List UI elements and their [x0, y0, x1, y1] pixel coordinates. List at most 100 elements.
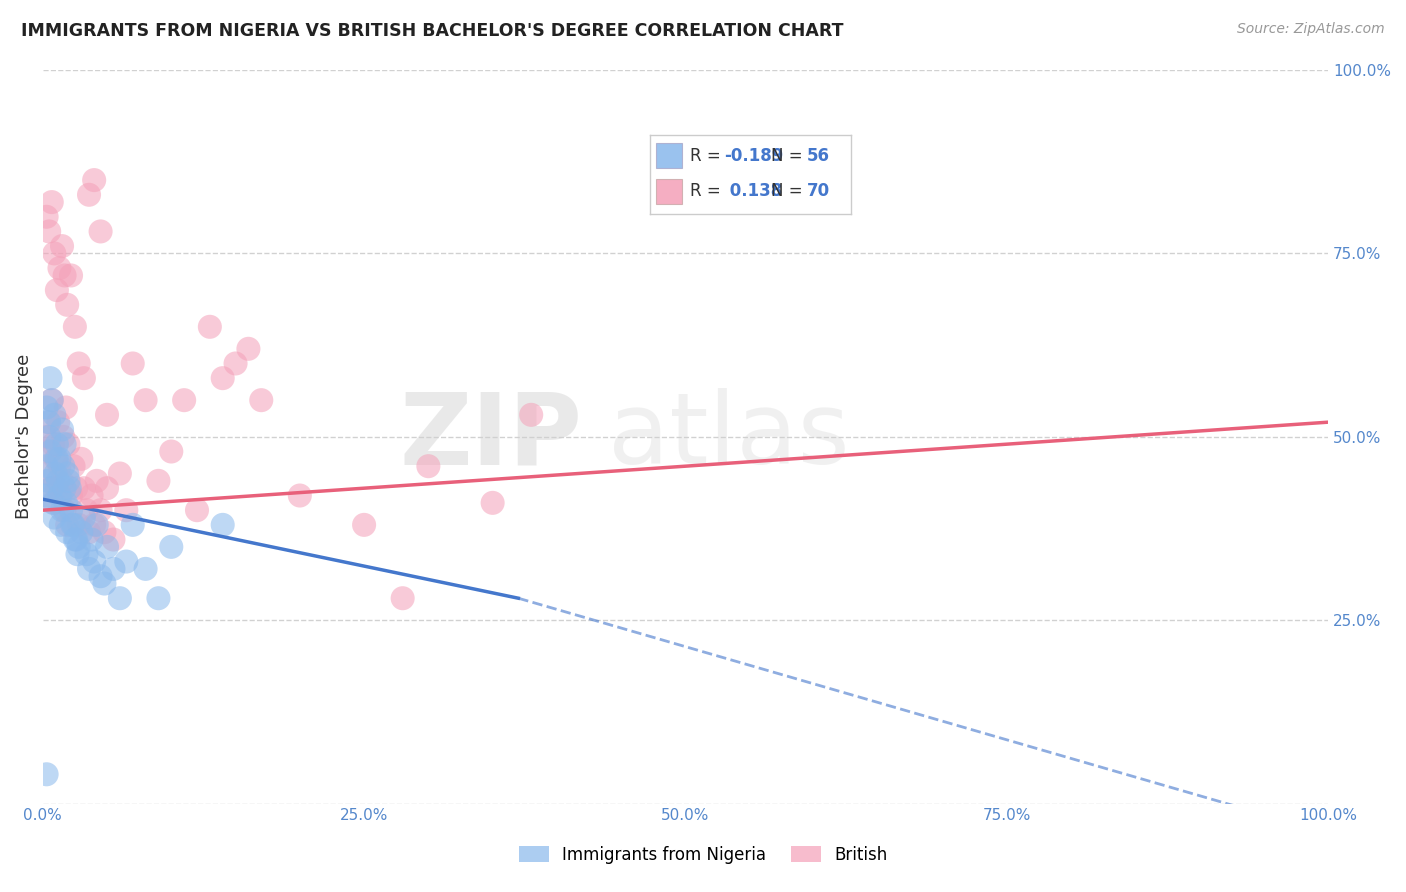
Point [58, 437, 80, 451]
Point [37, 474, 59, 488]
Point [103, 533, 125, 547]
Point [59, 481, 82, 495]
Point [38, 430, 60, 444]
Point [288, 489, 311, 503]
Text: -0.189: -0.189 [724, 147, 783, 165]
Text: 70: 70 [807, 182, 830, 201]
Point [90, 569, 112, 583]
Point [51, 423, 73, 437]
Point [39, 371, 62, 385]
Point [52, 430, 75, 444]
Point [135, 562, 157, 576]
Point [45, 467, 67, 481]
Point [160, 444, 183, 458]
Point [55, 496, 77, 510]
Text: Source: ZipAtlas.com: Source: ZipAtlas.com [1237, 22, 1385, 37]
Point [103, 562, 125, 576]
Point [51, 503, 73, 517]
Legend: Immigrants from Nigeria, British: Immigrants from Nigeria, British [512, 839, 894, 871]
Point [121, 356, 143, 370]
Bar [655, 144, 682, 169]
Point [73, 371, 96, 385]
Point [83, 517, 105, 532]
Point [56, 467, 79, 481]
Point [46, 415, 69, 429]
Point [108, 591, 131, 606]
Point [56, 298, 79, 312]
Point [70, 525, 93, 540]
Point [67, 517, 90, 532]
Point [38, 415, 60, 429]
Point [41, 393, 63, 408]
Point [63, 319, 86, 334]
Point [90, 503, 112, 517]
Point [35, 444, 58, 458]
Point [198, 319, 221, 334]
Point [148, 591, 170, 606]
Point [34, 489, 56, 503]
Point [93, 576, 115, 591]
Point [65, 533, 87, 547]
Point [186, 503, 208, 517]
Point [35, 767, 58, 781]
Point [173, 393, 195, 408]
Point [37, 415, 59, 429]
Point [73, 510, 96, 524]
Point [62, 459, 84, 474]
Point [67, 356, 90, 370]
Text: N =: N = [770, 147, 807, 165]
Point [52, 459, 75, 474]
Point [34, 430, 56, 444]
Point [60, 503, 83, 517]
Y-axis label: Bachelor's Degree: Bachelor's Degree [15, 354, 32, 519]
Point [35, 401, 58, 415]
Point [121, 517, 143, 532]
Point [90, 224, 112, 238]
Point [481, 496, 503, 510]
Point [53, 437, 76, 451]
Point [51, 474, 73, 488]
Point [250, 393, 273, 408]
Point [62, 517, 84, 532]
Point [75, 503, 97, 517]
Point [41, 195, 63, 210]
Point [44, 510, 66, 524]
Point [42, 496, 65, 510]
Point [225, 356, 247, 370]
Point [45, 451, 67, 466]
Point [148, 474, 170, 488]
Point [41, 481, 63, 495]
Text: IMMIGRANTS FROM NIGERIA VS BRITISH BACHELOR'S DEGREE CORRELATION CHART: IMMIGRANTS FROM NIGERIA VS BRITISH BACHE… [21, 22, 844, 40]
Point [39, 481, 62, 495]
Point [66, 547, 89, 561]
Point [56, 517, 79, 532]
Text: R =: R = [690, 147, 725, 165]
Point [35, 459, 58, 474]
Point [60, 517, 83, 532]
Point [48, 489, 70, 503]
Point [96, 408, 118, 422]
Point [56, 525, 79, 540]
Point [93, 525, 115, 540]
Point [60, 489, 83, 503]
Point [42, 437, 65, 451]
Point [211, 371, 233, 385]
Point [391, 591, 413, 606]
Point [77, 562, 100, 576]
Point [96, 540, 118, 554]
Point [51, 239, 73, 253]
Point [45, 283, 67, 297]
Point [96, 481, 118, 495]
Point [135, 393, 157, 408]
Point [80, 533, 103, 547]
Point [38, 467, 60, 481]
Point [211, 517, 233, 532]
Point [44, 246, 66, 260]
Point [48, 261, 70, 276]
Point [48, 451, 70, 466]
Point [418, 459, 440, 474]
Text: atlas: atlas [609, 388, 851, 485]
Point [39, 444, 62, 458]
Point [80, 489, 103, 503]
Point [86, 474, 108, 488]
